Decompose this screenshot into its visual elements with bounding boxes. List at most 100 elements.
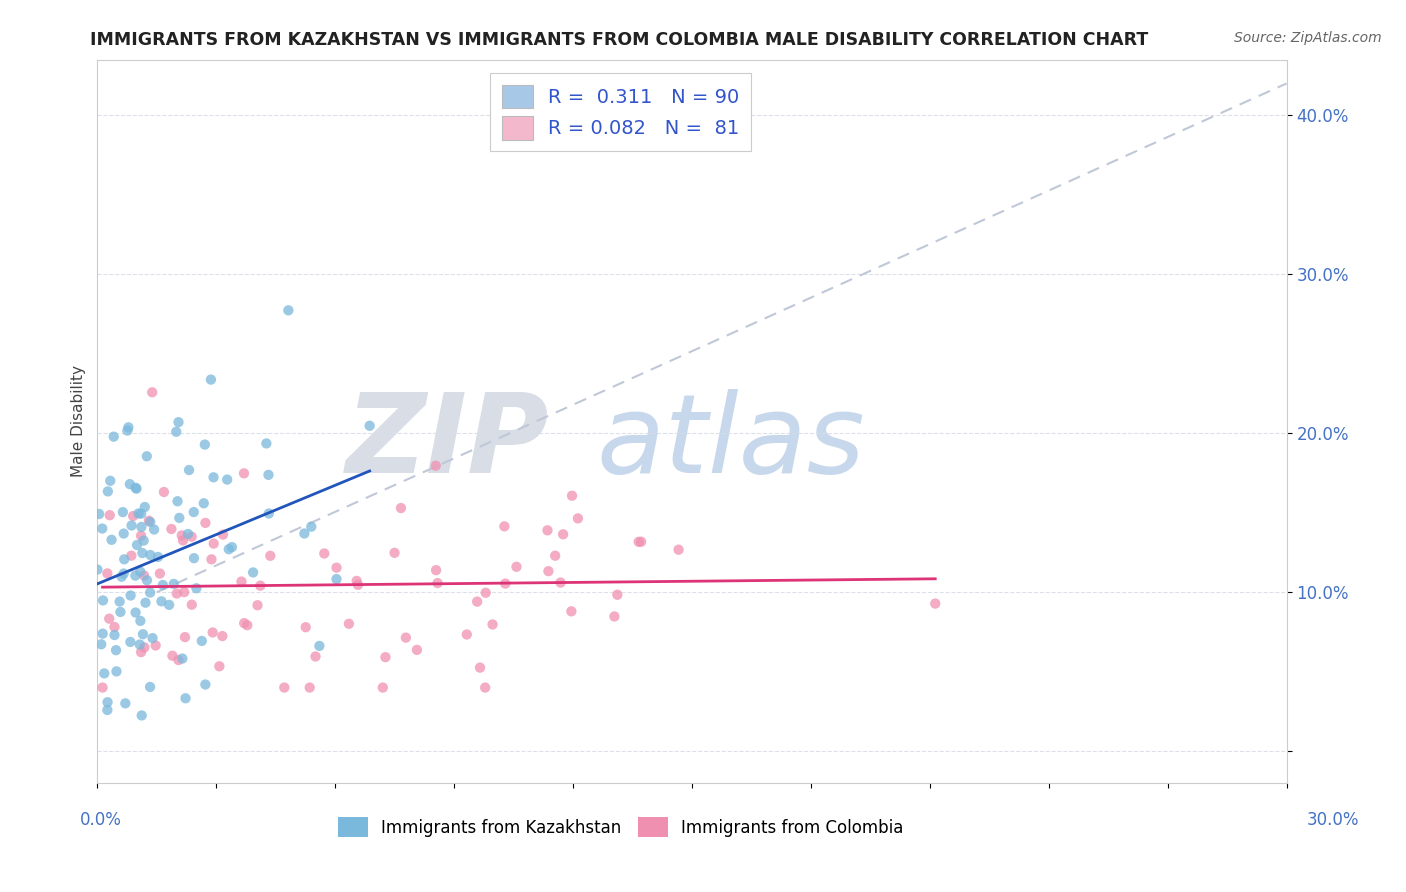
Point (134, 500, 156, 514)
Text: atlas: atlas (596, 390, 866, 497)
Point (536, 524, 558, 538)
Point (103, 430, 125, 444)
Point (425, 458, 447, 473)
Point (273, 681, 295, 695)
Point (292, 526, 315, 541)
Point (132, 627, 155, 641)
Point (384, 546, 406, 560)
Point (124, 481, 146, 495)
Point (242, 566, 264, 580)
Point (143, 523, 166, 537)
Point (425, 563, 447, 577)
Point (129, 614, 152, 628)
Point (112, 552, 135, 566)
Point (132, 568, 155, 582)
Point (139, 515, 162, 529)
Point (139, 680, 162, 694)
Point (128, 638, 150, 652)
Point (474, 586, 496, 600)
Point (105, 643, 128, 657)
Point (294, 620, 316, 634)
Text: Source: ZipAtlas.com: Source: ZipAtlas.com (1234, 31, 1381, 45)
Point (91, 593, 114, 607)
Point (426, 576, 449, 591)
Point (118, 477, 141, 491)
Point (124, 606, 146, 620)
Text: 0.0%: 0.0% (80, 811, 122, 829)
Point (494, 576, 516, 591)
Point (177, 527, 200, 541)
Point (180, 530, 202, 544)
Point (91, 681, 114, 695)
Point (141, 631, 163, 645)
Point (125, 538, 148, 552)
Point (233, 467, 256, 481)
Point (89, 507, 111, 521)
Point (550, 575, 572, 590)
Point (561, 489, 583, 503)
Point (91, 522, 114, 536)
Point (174, 630, 197, 644)
Point (924, 597, 946, 611)
Point (183, 505, 205, 519)
Point (202, 470, 225, 484)
Point (120, 589, 142, 603)
Point (121, 518, 143, 533)
Point (259, 549, 281, 563)
Point (136, 573, 159, 587)
Point (120, 635, 142, 649)
Point (108, 594, 131, 608)
Point (163, 577, 186, 591)
Text: 30.0%: 30.0% (1306, 811, 1360, 829)
Point (149, 566, 172, 581)
Point (567, 511, 589, 525)
Point (100, 533, 122, 547)
Point (325, 572, 347, 586)
Point (129, 645, 152, 659)
Point (111, 505, 134, 519)
Point (249, 579, 271, 593)
Point (134, 640, 156, 655)
Point (172, 651, 194, 665)
Point (194, 516, 217, 530)
Point (110, 605, 132, 619)
Point (630, 534, 652, 549)
Point (194, 437, 217, 451)
Point (347, 578, 370, 592)
Text: ZIP: ZIP (346, 390, 550, 497)
Point (304, 649, 326, 664)
Point (236, 618, 259, 632)
Point (200, 373, 222, 387)
Point (627, 534, 650, 549)
Point (200, 552, 222, 566)
Point (98, 508, 121, 523)
Point (202, 536, 225, 550)
Point (211, 629, 233, 643)
Point (91, 626, 114, 640)
Point (112, 566, 135, 581)
Point (177, 463, 200, 477)
Point (208, 659, 231, 673)
Point (337, 616, 360, 631)
Point (474, 681, 496, 695)
Point (389, 501, 412, 516)
Point (221, 540, 243, 554)
Point (157, 598, 180, 612)
Point (138, 514, 160, 528)
Point (93, 666, 115, 681)
Point (117, 420, 139, 434)
Text: IMMIGRANTS FROM KAZAKHSTAN VS IMMIGRANTS FROM COLOMBIA MALE DISABILITY CORRELATI: IMMIGRANTS FROM KAZAKHSTAN VS IMMIGRANTS… (90, 31, 1147, 49)
Point (201, 625, 224, 640)
Point (167, 415, 190, 429)
Point (186, 581, 208, 595)
Point (277, 303, 299, 318)
Point (465, 594, 488, 608)
Point (173, 585, 195, 599)
Point (96, 703, 118, 717)
Point (346, 574, 368, 588)
Point (160, 522, 183, 536)
Point (544, 549, 567, 563)
Point (183, 551, 205, 566)
Point (86, 563, 108, 577)
Point (124, 568, 146, 582)
